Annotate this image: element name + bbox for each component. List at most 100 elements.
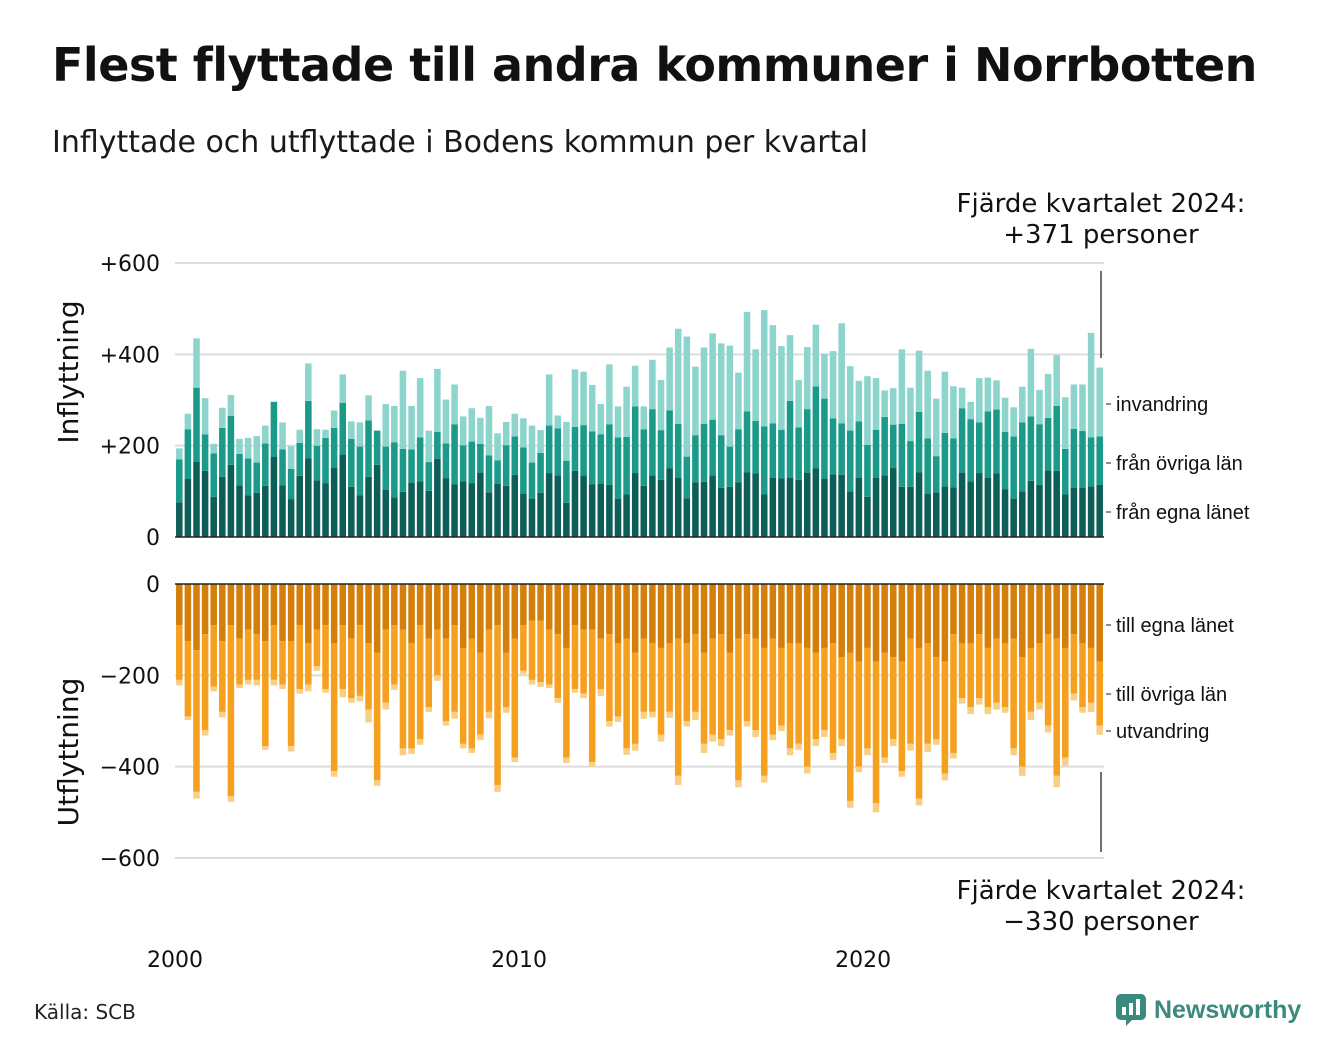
bar-outflow-utvandring bbox=[563, 757, 570, 764]
bar-outflow-egna bbox=[425, 584, 433, 639]
bar-outflow-utvandring bbox=[588, 762, 596, 767]
bar-outflow-utvandring bbox=[270, 679, 278, 686]
bar-outflow-ovriga bbox=[898, 661, 906, 772]
series-label: från egna länet bbox=[1116, 502, 1250, 524]
bar-inflow-ovriga bbox=[339, 402, 347, 455]
bar-inflow-ovriga bbox=[279, 449, 286, 486]
bar-outflow-ovriga bbox=[305, 643, 312, 685]
bar-outflow-ovriga bbox=[227, 625, 235, 797]
bar-inflow-egna bbox=[253, 492, 260, 537]
bar-inflow-egna bbox=[1079, 487, 1086, 537]
bar-inflow-invandring bbox=[434, 368, 441, 432]
bar-inflow-invandring bbox=[752, 349, 759, 421]
bar-outflow-egna bbox=[1001, 584, 1009, 644]
bar-inflow-invandring bbox=[692, 366, 699, 436]
bar-inflow-invandring bbox=[924, 370, 931, 439]
bar-inflow-invandring bbox=[674, 328, 682, 424]
bar-inflow-ovriga bbox=[907, 441, 914, 487]
bar-inflow-invandring bbox=[545, 374, 553, 426]
bar-outflow-ovriga bbox=[889, 657, 897, 740]
bar-inflow-invandring bbox=[339, 374, 347, 403]
bar-inflow-invandring bbox=[1044, 373, 1052, 418]
bar-inflow-invandring bbox=[623, 386, 630, 437]
bar-outflow-utvandring bbox=[287, 746, 295, 752]
bar-outflow-utvandring bbox=[735, 780, 742, 788]
bar-inflow-invandring bbox=[967, 401, 974, 420]
bar-inflow-ovriga bbox=[915, 411, 923, 473]
bar-outflow-egna bbox=[993, 584, 1000, 639]
bar-outflow-ovriga bbox=[915, 647, 923, 799]
bar-inflow-invandring bbox=[528, 425, 536, 463]
bar-outflow-utvandring bbox=[1027, 711, 1035, 721]
bar-outflow-ovriga bbox=[1079, 643, 1086, 708]
bar-outflow-ovriga bbox=[339, 625, 347, 690]
bar-inflow-egna bbox=[537, 492, 544, 537]
bar-outflow-ovriga bbox=[416, 625, 424, 740]
bar-inflow-ovriga bbox=[666, 410, 673, 469]
bar-outflow-utvandring bbox=[924, 743, 931, 753]
bar-inflow-egna bbox=[709, 475, 716, 537]
bar-outflow-ovriga bbox=[184, 641, 192, 717]
bar-inflow-egna bbox=[984, 477, 992, 537]
bar-outflow-utvandring bbox=[571, 689, 579, 693]
bar-outflow-ovriga bbox=[743, 634, 751, 722]
bar-inflow-egna bbox=[399, 491, 407, 537]
bar-outflow-utvandring bbox=[373, 780, 381, 786]
bar-outflow-egna bbox=[408, 584, 415, 644]
bar-outflow-ovriga bbox=[193, 650, 200, 792]
bar-inflow-ovriga bbox=[1087, 437, 1095, 487]
bar-inflow-ovriga bbox=[459, 445, 467, 482]
bar-inflow-invandring bbox=[348, 421, 355, 439]
bar-inflow-ovriga bbox=[537, 452, 544, 493]
bar-inflow-ovriga bbox=[485, 455, 493, 493]
bar-inflow-invandring bbox=[537, 430, 544, 453]
bar-inflow-invandring bbox=[760, 310, 768, 427]
bar-inflow-ovriga bbox=[365, 420, 372, 477]
bar-inflow-egna bbox=[1036, 484, 1043, 537]
bar-outflow-utvandring bbox=[330, 771, 338, 777]
bar-inflow-egna bbox=[778, 478, 785, 537]
bar-inflow-invandring bbox=[365, 395, 372, 421]
bar-inflow-egna bbox=[236, 485, 243, 537]
bar-outflow-egna bbox=[176, 584, 183, 626]
bar-inflow-ovriga bbox=[623, 436, 630, 495]
bar-outflow-egna bbox=[287, 584, 295, 642]
bar-inflow-invandring bbox=[511, 413, 519, 437]
bar-inflow-egna bbox=[666, 468, 673, 537]
bar-inflow-ovriga bbox=[571, 426, 579, 471]
bar-inflow-egna bbox=[1001, 489, 1009, 537]
bar-outflow-ovriga bbox=[993, 638, 1000, 703]
bar-outflow-egna bbox=[1096, 584, 1103, 662]
bar-outflow-utvandring bbox=[657, 734, 665, 742]
bar-inflow-egna bbox=[976, 473, 983, 537]
bar-outflow-utvandring bbox=[709, 734, 716, 742]
bar-outflow-egna bbox=[933, 584, 940, 658]
bar-inflow-invandring bbox=[597, 404, 605, 435]
bar-outflow-egna bbox=[330, 584, 338, 644]
bar-outflow-egna bbox=[571, 584, 579, 626]
bar-outflow-ovriga bbox=[279, 641, 286, 685]
bar-inflow-egna bbox=[700, 481, 708, 537]
bar-outflow-ovriga bbox=[588, 629, 596, 763]
bar-outflow-egna bbox=[958, 584, 966, 644]
bar-inflow-ovriga bbox=[451, 424, 458, 485]
bar-inflow-ovriga bbox=[709, 419, 716, 476]
bar-inflow-invandring bbox=[683, 336, 691, 457]
bar-outflow-utvandring bbox=[769, 734, 777, 741]
bar-inflow-egna bbox=[322, 483, 329, 537]
bar-inflow-egna bbox=[864, 496, 871, 537]
bar-outflow-ovriga bbox=[382, 629, 390, 703]
y-axis-title-inflow: Inflyttning bbox=[52, 300, 85, 443]
bar-outflow-egna bbox=[889, 584, 897, 658]
bar-inflow-egna bbox=[459, 481, 467, 537]
bar-inflow-egna bbox=[477, 472, 484, 537]
bar-inflow-ovriga bbox=[270, 401, 278, 457]
bar-inflow-ovriga bbox=[769, 423, 777, 478]
bar-inflow-invandring bbox=[786, 335, 794, 401]
bar-outflow-egna bbox=[279, 584, 286, 642]
bar-outflow-ovriga bbox=[674, 638, 682, 776]
bar-outflow-egna bbox=[984, 584, 992, 648]
bar-outflow-ovriga bbox=[872, 661, 880, 804]
bar-inflow-egna bbox=[1087, 486, 1095, 537]
bar-inflow-ovriga bbox=[416, 437, 424, 482]
